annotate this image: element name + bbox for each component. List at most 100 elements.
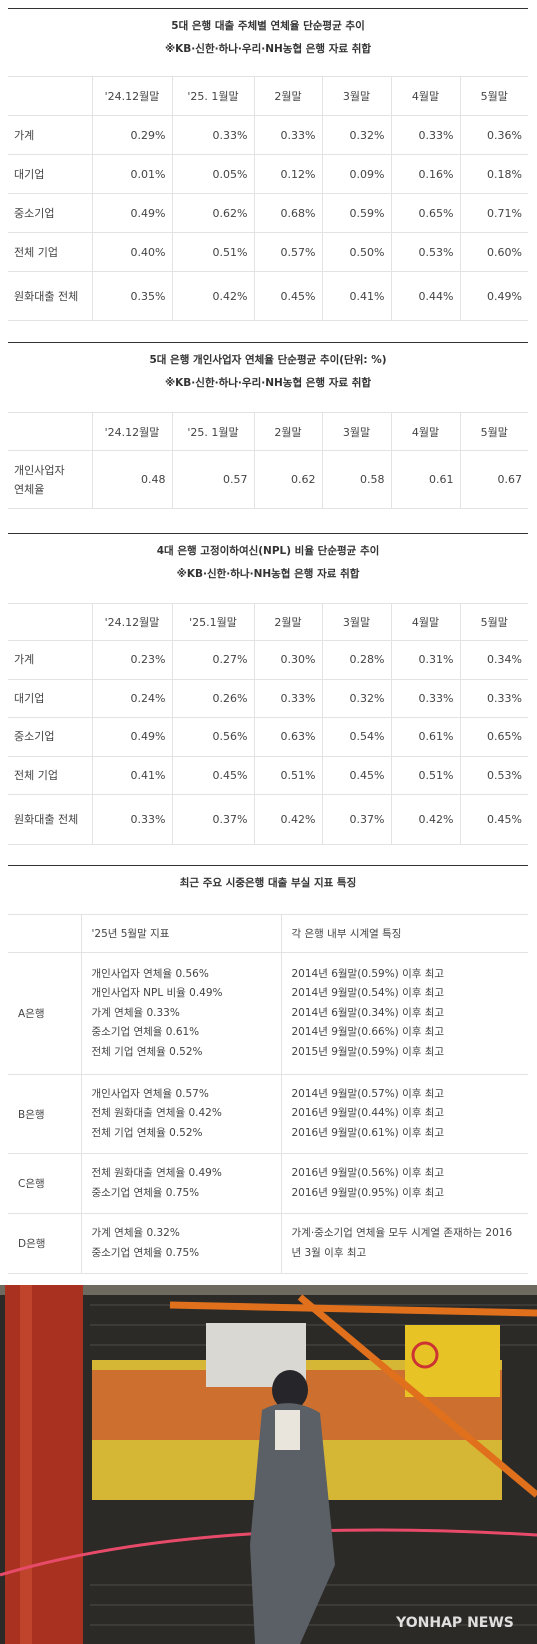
table-body: '24.12월말 '25. 1월말 2월말 3월말 4월말 5월말 가계 0.29% 0.33%… bbox=[8, 76, 528, 321]
header-row: '25년 5월말 지표 각 은행 내부 시계열 특징 bbox=[8, 914, 528, 953]
table-body: '24.12월말 '25.1월말 2월말 3월말 4월말 5월말 가계 0.23% 0.27% 0… bbox=[8, 603, 528, 845]
cell-line: 2014년 9월말(0.57%) 이후 최고 bbox=[291, 1087, 445, 1100]
value-cell: 0.42% bbox=[171, 271, 254, 321]
value-cell: 0.71% bbox=[459, 193, 528, 233]
header-cell: '24.12월말 bbox=[91, 412, 172, 451]
value-cell: 0.37% bbox=[171, 794, 254, 845]
table-heading: 4대 은행 고정이하여신(NPL) 비율 단순평균 추이 ※KB·신한·하나·NH… bbox=[8, 543, 528, 603]
header-row: '24.12월말 '25. 1월말 2월말 3월말 4월말 5월말 bbox=[8, 76, 528, 116]
cell-line: 개인사업자 연체율 0.56% bbox=[91, 967, 209, 980]
value-cell: 0.24% bbox=[91, 678, 172, 718]
value-cell: 0.45% bbox=[459, 794, 528, 845]
cell-line: 개인사업자 NPL 비율 0.49% bbox=[91, 987, 223, 1000]
cell-line: 개인사업자 연체율 0.57% bbox=[91, 1087, 209, 1100]
value-cell: 0.18% bbox=[459, 154, 528, 194]
header-cell bbox=[8, 914, 81, 953]
header-cell: '25. 1월말 bbox=[171, 76, 254, 116]
row-label: 대기업 bbox=[8, 154, 92, 194]
data-row: 대기업 0.01% 0.05% 0.12% 0.09% 0.16% 0.18% bbox=[8, 154, 528, 194]
value-cell: 0.33% bbox=[171, 115, 254, 155]
value-cell: 0.45% bbox=[171, 755, 254, 795]
value-cell: 0.33% bbox=[91, 794, 172, 845]
row-label: 전체 기업 bbox=[8, 755, 92, 795]
value-cell: 0.41% bbox=[321, 271, 391, 321]
value-cell: 0.53% bbox=[459, 755, 528, 795]
header-cell: 2월말 bbox=[253, 603, 322, 641]
value-cell: 0.42% bbox=[390, 794, 460, 845]
data-table: '24.12월말 '25. 1월말 2월말 3월말 4월말 5월말 개인사업자 연체율 0.4… bbox=[8, 412, 528, 509]
value-cell: 0.53% bbox=[390, 232, 460, 272]
table-subtitle: ※KB·신한·하나·우리·NH농협 은행 자료 취합 bbox=[164, 43, 372, 55]
value-cell: 0.33% bbox=[253, 678, 322, 718]
value-cell: 0.32% bbox=[321, 678, 391, 718]
value-cell: 0.49% bbox=[459, 271, 528, 321]
value-cell: 0.67 bbox=[459, 450, 528, 509]
value-cell: 0.61% bbox=[390, 717, 460, 756]
value-cell: 0.61 bbox=[390, 450, 460, 509]
summary-row: B은행 개인사업자 연체율 0.57% 전체 원화대출 연체율 0.42% 전체 기업… bbox=[8, 1074, 528, 1154]
summary-row: C은행 전체 원화대출 연체율 0.49% 중소기업 연체율 0.75% 2016년 … bbox=[8, 1153, 528, 1214]
cell-line: 2014년 9월말(0.54%) 이후 최고 bbox=[291, 987, 445, 1000]
table-body: '25년 5월말 지표 각 은행 내부 시계열 특징 A은행 개인사업자 연체율 0.… bbox=[8, 914, 528, 1274]
value-cell: 0.40% bbox=[91, 232, 172, 272]
row-label: 가계 bbox=[8, 640, 92, 679]
header-cell: '25. 1월말 bbox=[171, 412, 254, 451]
summary-heading: 최근 주요 시중은행 대출 부실 지표 특징 bbox=[8, 875, 528, 914]
value-cell: 0.30% bbox=[253, 640, 322, 679]
value-cell: 0.09% bbox=[321, 154, 391, 194]
value-cell: 0.31% bbox=[390, 640, 460, 679]
value-cell: 0.28% bbox=[321, 640, 391, 679]
data-table: '24.12월말 '25.1월말 2월말 3월말 4월말 5월말 가계 0.23% 0.27% 0… bbox=[8, 603, 528, 845]
summary-section: 최근 주요 시중은행 대출 부실 지표 특징 '25년 5월말 지표 각 은행 내부… bbox=[8, 865, 528, 1274]
summary-title: 최근 주요 시중은행 대출 부실 지표 특징 bbox=[179, 877, 357, 889]
photo: YONHAP NEWS bbox=[0, 1285, 537, 1644]
header-cell: 2월말 bbox=[253, 412, 322, 451]
indicator-cell: 전체 원화대출 연체율 0.49% 중소기업 연체율 0.75% bbox=[80, 1153, 281, 1214]
data-row: 가계 0.29% 0.33% 0.33% 0.32% 0.33% 0.36% bbox=[8, 115, 528, 155]
header-cell: 5월말 bbox=[459, 603, 528, 641]
cell-line: 가계·중소기업 연체율 모두 시계열 존재하는 2016년 3월 이후 최고 bbox=[291, 1227, 513, 1259]
value-cell: 0.33% bbox=[459, 678, 528, 718]
cell-line: 2014년 6월말(0.34%) 이후 최고 bbox=[291, 1006, 445, 1019]
table-subtitle: ※KB·신한·하나·우리·NH농협 은행 자료 취합 bbox=[164, 377, 372, 389]
cell-line: 전체 기업 연체율 0.52% bbox=[91, 1126, 203, 1139]
table-title: 5대 은행 개인사업자 연체율 단순평균 추이(단위: %) bbox=[149, 354, 387, 366]
table-title: 4대 은행 고정이하여신(NPL) 비율 단순평균 추이 bbox=[156, 545, 380, 557]
header-cell: 4월말 bbox=[390, 76, 460, 116]
data-row: 중소기업 0.49% 0.62% 0.68% 0.59% 0.65% 0.71% bbox=[8, 193, 528, 233]
header-cell: '24.12월말 bbox=[91, 76, 172, 116]
cell-line: 2016년 9월말(0.95%) 이후 최고 bbox=[291, 1186, 445, 1199]
value-cell: 0.16% bbox=[390, 154, 460, 194]
value-cell: 0.62% bbox=[171, 193, 254, 233]
table-section: 4대 은행 고정이하여신(NPL) 비율 단순평균 추이 ※KB·신한·하나·NH… bbox=[8, 533, 528, 845]
header-cell: '24.12월말 bbox=[91, 603, 172, 641]
cell-line: 2014년 6월말(0.59%) 이후 최고 bbox=[291, 967, 445, 980]
value-cell: 0.63% bbox=[253, 717, 322, 756]
bank-name: B은행 bbox=[8, 1074, 81, 1154]
value-cell: 0.58 bbox=[321, 450, 391, 509]
value-cell: 0.33% bbox=[390, 678, 460, 718]
header-cell bbox=[8, 76, 92, 116]
value-cell: 0.51% bbox=[171, 232, 254, 272]
cell-line: 2016년 9월말(0.61%) 이후 최고 bbox=[291, 1126, 445, 1139]
row-label: 전체 기업 bbox=[8, 232, 92, 272]
indicator-cell: 가계 연체율 0.32% 중소기업 연체율 0.75% bbox=[80, 1213, 281, 1274]
cell-line: 중소기업 연체율 0.75% bbox=[91, 1186, 200, 1199]
header-row: '24.12월말 '25. 1월말 2월말 3월말 4월말 5월말 bbox=[8, 412, 528, 451]
row-label: 가계 bbox=[8, 115, 92, 155]
value-cell: 0.65% bbox=[390, 193, 460, 233]
indicator-cell: 개인사업자 연체율 0.56% 개인사업자 NPL 비율 0.49% 가계 연체율 … bbox=[80, 952, 281, 1075]
table-subtitle: ※KB·신한·하나·NH농협 은행 자료 취합 bbox=[176, 568, 360, 580]
cell-line: 가계 연체율 0.33% bbox=[91, 1006, 180, 1019]
cell-line: 가계 연체율 0.32% bbox=[91, 1227, 180, 1239]
row-label: 중소기업 bbox=[8, 193, 92, 233]
value-cell: 0.51% bbox=[253, 755, 322, 795]
header-cell: 3월말 bbox=[321, 412, 391, 451]
value-cell: 0.01% bbox=[91, 154, 172, 194]
header-row: '24.12월말 '25.1월말 2월말 3월말 4월말 5월말 bbox=[8, 603, 528, 641]
summary-row: D은행 가계 연체율 0.32% 중소기업 연체율 0.75% 가계·중소기업 연체율… bbox=[8, 1213, 528, 1274]
cell-line: 중소기업 연체율 0.75% bbox=[91, 1246, 200, 1259]
cell-line: 2014년 9월말(0.66%) 이후 최고 bbox=[291, 1026, 445, 1039]
data-row: 대기업 0.24% 0.26% 0.33% 0.32% 0.33% 0.33% bbox=[8, 678, 528, 718]
value-cell: 0.32% bbox=[321, 115, 391, 155]
